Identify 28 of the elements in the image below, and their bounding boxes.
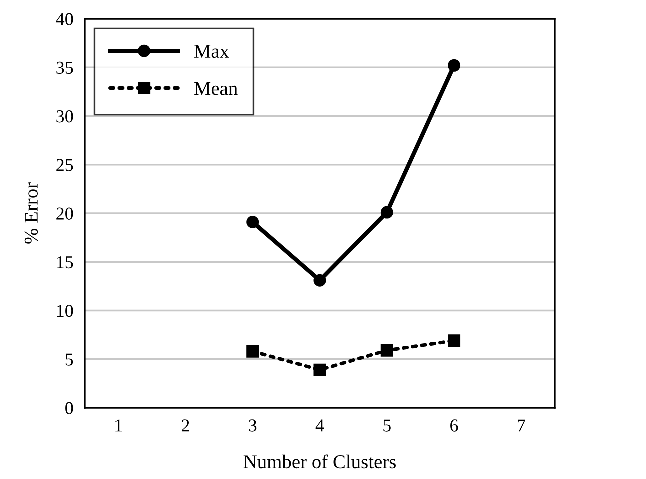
x-tick-label: 5 — [384, 420, 391, 432]
y-tick-label: 10 — [57, 305, 74, 318]
point — [448, 334, 461, 348]
y-tick-label: 25 — [56, 159, 74, 172]
y-tick-label: 5 — [66, 354, 74, 366]
legend-label: Max — [194, 45, 230, 58]
x-tick-label: 1 — [116, 420, 122, 432]
y-tick-label: 40 — [56, 13, 74, 26]
x-tick-label: 4 — [316, 420, 324, 432]
x-tick-label: 2 — [182, 420, 190, 432]
y-tick-label: 30 — [56, 110, 74, 123]
legend-label: Mean — [194, 82, 238, 96]
point — [246, 216, 260, 229]
y-tick-label: 20 — [56, 208, 74, 220]
y-tick-label: 35 — [56, 62, 74, 74]
y-tick-label: 0 — [66, 402, 74, 414]
point — [380, 206, 394, 219]
x-tick-label: 7 — [518, 420, 526, 432]
point — [448, 59, 461, 72]
x-tick-label: 3 — [249, 420, 257, 432]
y-tick-label: 15 — [57, 256, 74, 269]
point — [246, 345, 260, 358]
point — [314, 274, 326, 287]
x-axis-title: Number of Clusters — [244, 454, 396, 469]
y-axis-title: % Error — [24, 182, 38, 244]
point — [314, 364, 326, 376]
x-tick-label: 6 — [450, 420, 458, 432]
point — [380, 344, 394, 357]
